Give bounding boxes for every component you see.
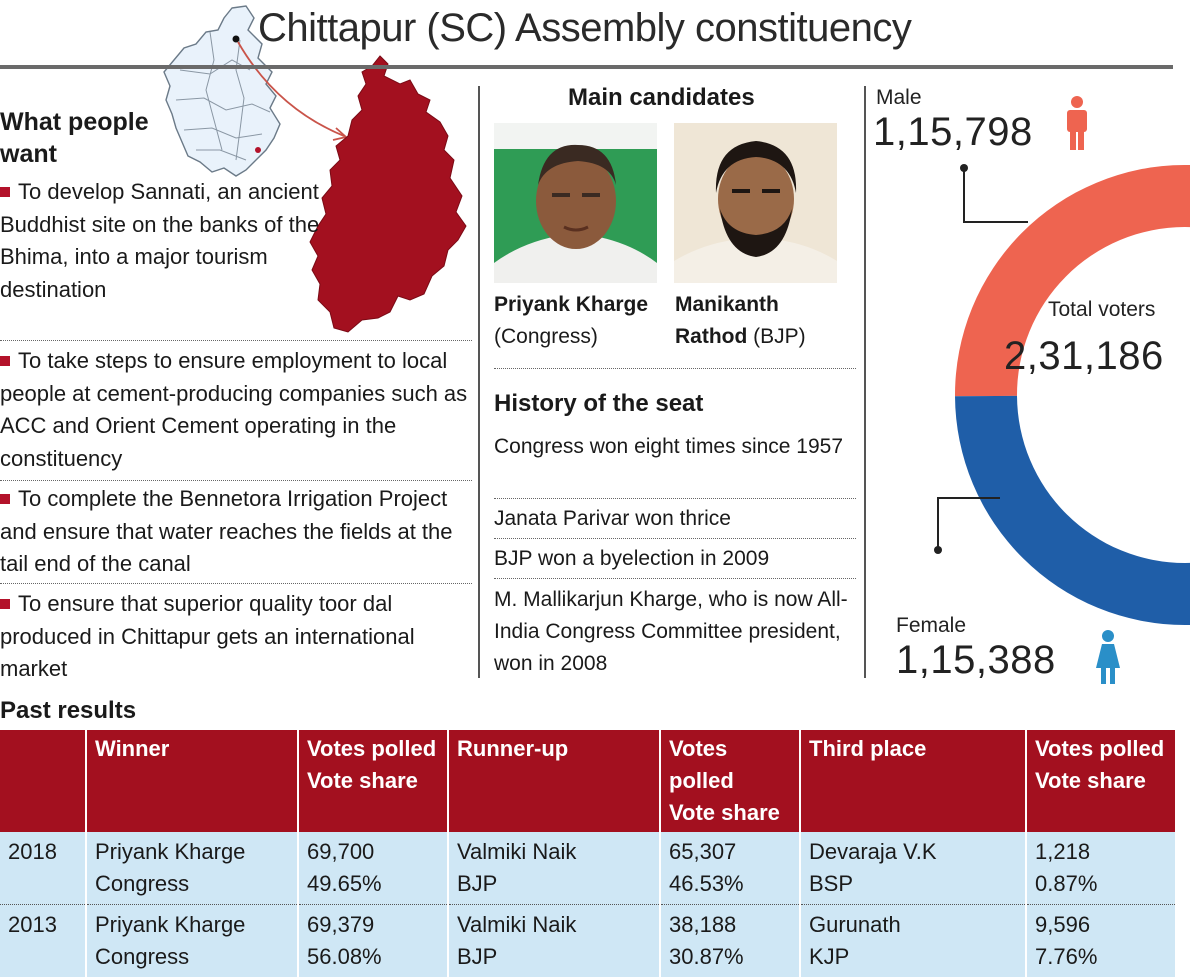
bullet-icon [0, 599, 10, 609]
year-cell: 2013 [0, 905, 86, 977]
divider [494, 578, 856, 579]
divider [0, 583, 472, 584]
person-portrait-icon [494, 123, 657, 283]
want-item: To take steps to ensure employment to lo… [0, 345, 470, 475]
page-title: Chittapur (SC) Assembly constituency [258, 6, 911, 51]
male-icon [1064, 96, 1090, 152]
history-item: M. Mallikarjun Kharge, who is now All-In… [494, 584, 856, 680]
history-item: BJP won a byelection in 2009 [494, 543, 856, 575]
bullet-icon [0, 494, 10, 504]
what-people-want-heading: What people want [0, 106, 160, 170]
history-item: Congress won eight times since 1957 [494, 431, 856, 463]
column-header-year [0, 730, 86, 832]
candidate-party: (BJP) [753, 325, 806, 348]
female-label: Female [896, 614, 966, 638]
divider [0, 340, 472, 341]
year-cell: 2018 [0, 832, 86, 905]
female-icon [1094, 630, 1122, 686]
main-candidates-heading: Main candidates [568, 84, 755, 112]
divider [494, 538, 856, 539]
column-separator [478, 86, 480, 678]
male-count: 1,15,798 [873, 110, 1033, 155]
person-portrait-icon [674, 123, 837, 283]
want-item: To develop Sannati, an ancient Buddhist … [0, 176, 320, 306]
column-header-runner-up: Runner-up [448, 730, 660, 832]
candidate-party: (Congress) [494, 321, 648, 353]
divider [494, 368, 856, 369]
divider [494, 498, 856, 499]
bullet-icon [0, 187, 10, 197]
bullet-icon [0, 356, 10, 366]
history-item: Janata Parivar won thrice [494, 503, 856, 535]
candidate-manikanth-rathod: Manikanth Rathod (BJP) [675, 289, 825, 353]
want-item: To ensure that superior quality toor dal… [0, 588, 470, 686]
chittapur-map [310, 56, 466, 332]
want-item: To complete the Bennetora Irrigation Pro… [0, 483, 470, 581]
total-voters-label: Total voters [1048, 298, 1155, 322]
candidate-photo-priyank-kharge [494, 123, 657, 283]
column-header-winner: Winner [86, 730, 298, 832]
history-heading: History of the seat [494, 390, 703, 418]
divider [0, 480, 472, 481]
candidate-photo-manikanth-rathod [674, 123, 837, 283]
candidate-name: Priyank Kharge [494, 289, 648, 321]
total-voters-count: 2,31,186 [1004, 334, 1164, 379]
candidate-priyank-kharge: Priyank Kharge (Congress) [494, 289, 648, 353]
column-header-third-place: Third place [800, 730, 1026, 832]
title-divider [0, 65, 1173, 69]
male-label: Male [876, 86, 922, 110]
past-results-heading: Past results [0, 697, 136, 725]
column-separator [864, 86, 866, 678]
female-count: 1,15,388 [896, 638, 1056, 683]
